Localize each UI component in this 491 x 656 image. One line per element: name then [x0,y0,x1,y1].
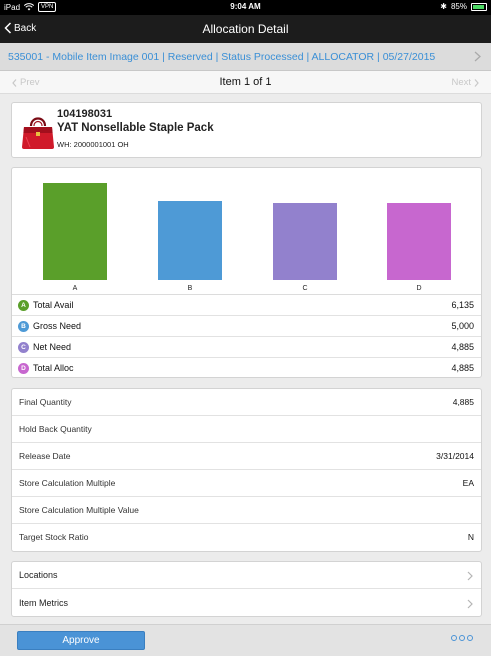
status-left: iPad VPN [4,2,57,12]
detail-row: Hold Back Quantity [12,416,481,443]
detail-row: Store Calculation Multiple EA [12,470,481,497]
legend-value: 6,135 [451,300,474,310]
prev-label: Prev [20,77,40,88]
more-dot-icon [451,635,457,641]
chevron-right-icon [474,51,481,62]
item-count: Item 1 of 1 [219,76,272,88]
item-number: 104198031 [57,108,113,120]
legend-value: 4,885 [451,363,474,373]
chart-bar-b [158,201,222,280]
legend-label: Total Alloc [33,363,74,373]
detail-label: Final Quantity [19,397,72,407]
legend-letter-badge: B [18,321,29,332]
legend-letter-badge: A [18,300,29,311]
detail-value: EA [462,478,474,488]
allocation-header-text: 535001 - Mobile Item Image 001 | Reserve… [8,51,436,63]
chart-bar-a [43,183,107,280]
more-options-button[interactable] [451,635,473,641]
allocation-bar-chart: A B C D [12,168,481,295]
chart-bar-label: D [416,285,422,292]
status-right: ✱ 85% [440,2,487,11]
chevron-left-icon [12,78,17,87]
chevron-right-icon [467,599,473,609]
detail-label: Target Stock Ratio [19,532,89,542]
legend-label: Net Need [33,342,72,352]
allocation-header[interactable]: 535001 - Mobile Item Image 001 | Reserve… [0,43,491,71]
detail-label: Store Calculation Multiple Value [19,505,139,515]
chart-bar-c [273,203,337,280]
item-pager: Prev Item 1 of 1 Next [0,71,491,94]
detail-value: 3/31/2014 [436,451,474,461]
legend-row: C Net Need 4,885 [12,337,481,358]
back-label: Back [14,22,37,34]
detail-row: Target Stock Ratio N [12,524,481,551]
legend-row: D Total Alloc 4,885 [12,358,481,379]
link-label: Item Metrics [19,598,69,608]
link-label: Locations [19,570,58,580]
legend-letter-badge: D [18,363,29,374]
chart-bar-label: C [302,285,308,292]
detail-row: Store Calculation Multiple Value [12,497,481,524]
approve-button[interactable]: Approve [17,631,145,650]
vpn-badge: VPN [38,2,57,12]
legend-value: 4,885 [451,342,474,352]
footer-toolbar: Approve [0,624,491,656]
detail-row: Release Date 3/31/2014 [12,443,481,470]
chevron-left-icon [4,22,12,34]
detail-label: Release Date [19,451,71,461]
detail-row: Final Quantity 4,885 [12,389,481,416]
red-handbag-icon [22,117,54,149]
allocation-details: Final Quantity 4,885 Hold Back Quantity Rel… [11,388,482,552]
next-label: Next [451,77,471,88]
back-button[interactable]: Back [4,22,36,34]
next-button[interactable]: Next [451,77,479,88]
legend-value: 5,000 [451,321,474,331]
link-row-item-metrics[interactable]: Item Metrics [12,590,481,617]
more-dot-icon [467,635,473,641]
legend-row: A Total Avail 6,135 [12,295,481,316]
detail-value: N [467,532,474,542]
related-links: Locations Item Metrics [11,561,482,617]
legend-row: B Gross Need 5,000 [12,316,481,337]
status-time: 9:04 AM [230,2,261,11]
status-bar: iPad VPN 9:04 AM ✱ 85% [0,0,491,15]
legend-label: Gross Need [33,321,82,331]
warehouse-info: WH: 2000001001 OH [57,140,129,149]
chevron-right-icon [474,78,479,87]
device-label: iPad [4,2,21,12]
detail-value: 4,885 [452,397,474,407]
battery-percent: 85% [450,2,467,11]
bluetooth-icon: ✱ [440,2,447,11]
chart-bar-label: B [187,285,193,292]
item-card: 104198031 YAT Nonsellable Staple Pack WH… [11,102,482,158]
detail-label: Store Calculation Multiple [19,478,116,488]
nav-bar: Back Allocation Detail [0,15,491,43]
prev-button[interactable]: Prev [12,77,40,88]
page-title: Allocation Detail [202,22,289,36]
item-name: YAT Nonsellable Staple Pack [57,122,214,134]
more-dot-icon [459,635,465,641]
chart-bar-d [387,203,451,280]
battery-icon [471,2,487,11]
link-row-locations[interactable]: Locations [12,562,481,589]
detail-label: Hold Back Quantity [19,424,92,434]
legend-letter-badge: C [18,342,29,353]
chevron-right-icon [467,571,473,581]
chart-bar-label: A [72,285,78,292]
wifi-icon [24,3,35,11]
legend-label: Total Avail [33,300,74,310]
